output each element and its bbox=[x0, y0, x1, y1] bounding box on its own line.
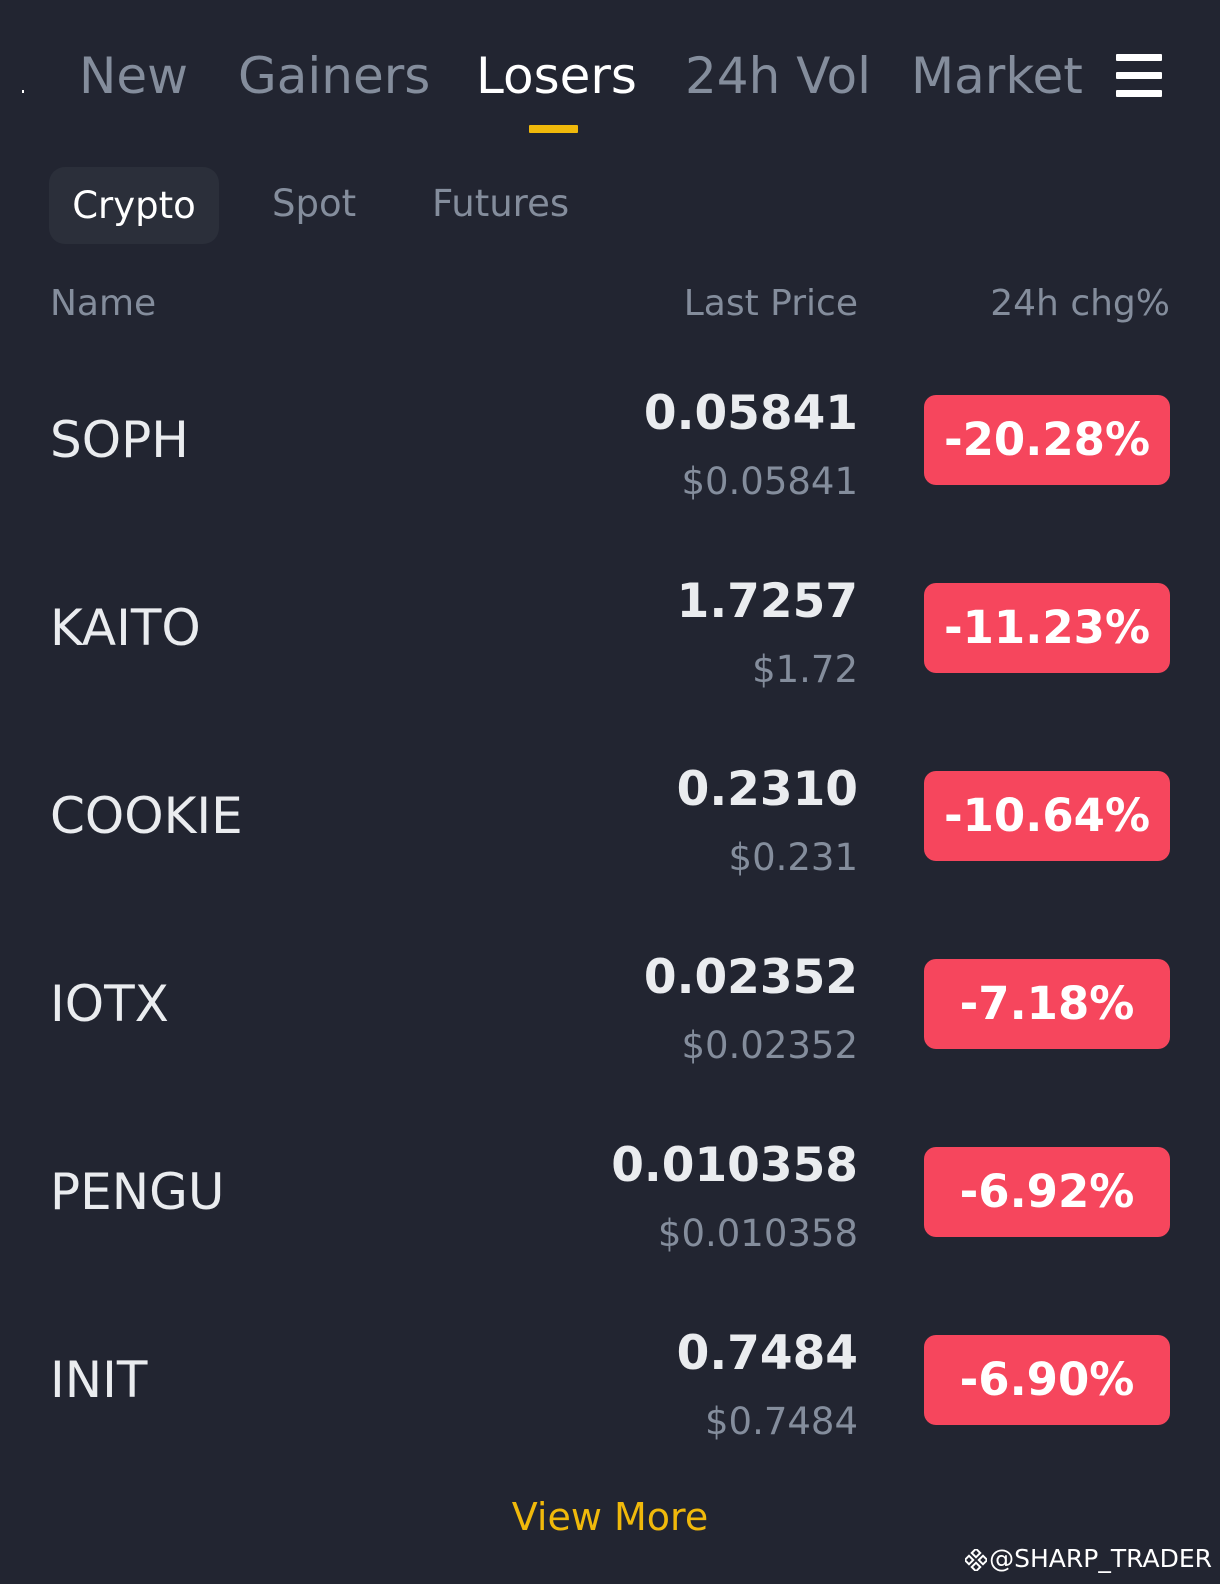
top-tab-bar: New Gainers Losers 24h Vol Market bbox=[0, 0, 1220, 140]
price-usd: $0.02352 bbox=[681, 1024, 858, 1067]
active-tab-indicator bbox=[529, 125, 578, 133]
coin-symbol: PENGU bbox=[50, 1163, 225, 1221]
market-row[interactable]: SOPH 0.05841 $0.05841 -20.28% bbox=[0, 365, 1220, 553]
price-usd: $0.231 bbox=[728, 836, 858, 879]
subtab-crypto[interactable]: Crypto bbox=[49, 167, 219, 244]
last-price: 0.010358 bbox=[611, 1138, 858, 1193]
tab-market[interactable]: Market bbox=[911, 47, 1083, 105]
change-badge[interactable]: -11.23% bbox=[924, 583, 1170, 673]
market-row[interactable]: PENGU 0.010358 $0.010358 -6.92% bbox=[0, 1117, 1220, 1305]
tab-new[interactable]: New bbox=[79, 47, 189, 105]
market-row[interactable]: IOTX 0.02352 $0.02352 -7.18% bbox=[0, 929, 1220, 1117]
change-badge[interactable]: -6.92% bbox=[924, 1147, 1170, 1237]
tab-24h-vol[interactable]: 24h Vol bbox=[685, 47, 872, 105]
market-row[interactable]: KAITO 1.7257 $1.72 -11.23% bbox=[0, 553, 1220, 741]
watermark: @SHARP_TRADER bbox=[965, 1543, 1212, 1575]
coin-symbol: KAITO bbox=[50, 599, 201, 657]
binance-logo-icon bbox=[965, 1549, 988, 1571]
price-usd: $1.72 bbox=[752, 648, 858, 691]
view-more-link[interactable]: View More bbox=[511, 1495, 709, 1539]
watermark-handle: @SHARP_TRADER bbox=[989, 1544, 1212, 1573]
tab-gainers[interactable]: Gainers bbox=[238, 47, 431, 105]
coin-symbol: COOKIE bbox=[50, 787, 243, 845]
hamburger-menu-icon[interactable] bbox=[1116, 54, 1162, 98]
change-badge[interactable]: -20.28% bbox=[924, 395, 1170, 485]
tab-losers[interactable]: Losers bbox=[476, 47, 637, 105]
last-price: 0.02352 bbox=[643, 950, 858, 1005]
subtab-spot[interactable]: Spot bbox=[272, 182, 357, 225]
column-header-last-price[interactable]: Last Price bbox=[683, 283, 858, 324]
market-row[interactable]: INIT 0.7484 $0.7484 -6.90% bbox=[0, 1305, 1220, 1493]
coin-symbol: SOPH bbox=[50, 411, 189, 469]
last-price: 1.7257 bbox=[676, 574, 858, 629]
coin-symbol: IOTX bbox=[50, 975, 169, 1033]
price-usd: $0.010358 bbox=[657, 1212, 858, 1255]
last-price: 0.05841 bbox=[643, 386, 858, 441]
change-badge[interactable]: -10.64% bbox=[924, 771, 1170, 861]
change-badge[interactable]: -6.90% bbox=[924, 1335, 1170, 1425]
subtab-futures[interactable]: Futures bbox=[432, 182, 570, 225]
market-row[interactable]: COOKIE 0.2310 $0.231 -10.64% bbox=[0, 741, 1220, 929]
price-usd: $0.05841 bbox=[681, 460, 858, 503]
last-price: 0.7484 bbox=[676, 1326, 858, 1381]
column-header-name[interactable]: Name bbox=[50, 283, 157, 324]
change-badge[interactable]: -7.18% bbox=[924, 959, 1170, 1049]
left-edge-mark bbox=[22, 90, 24, 93]
last-price: 0.2310 bbox=[676, 762, 858, 817]
price-usd: $0.7484 bbox=[704, 1400, 858, 1443]
coin-symbol: INIT bbox=[50, 1351, 148, 1409]
column-header-change[interactable]: 24h chg% bbox=[990, 283, 1170, 324]
